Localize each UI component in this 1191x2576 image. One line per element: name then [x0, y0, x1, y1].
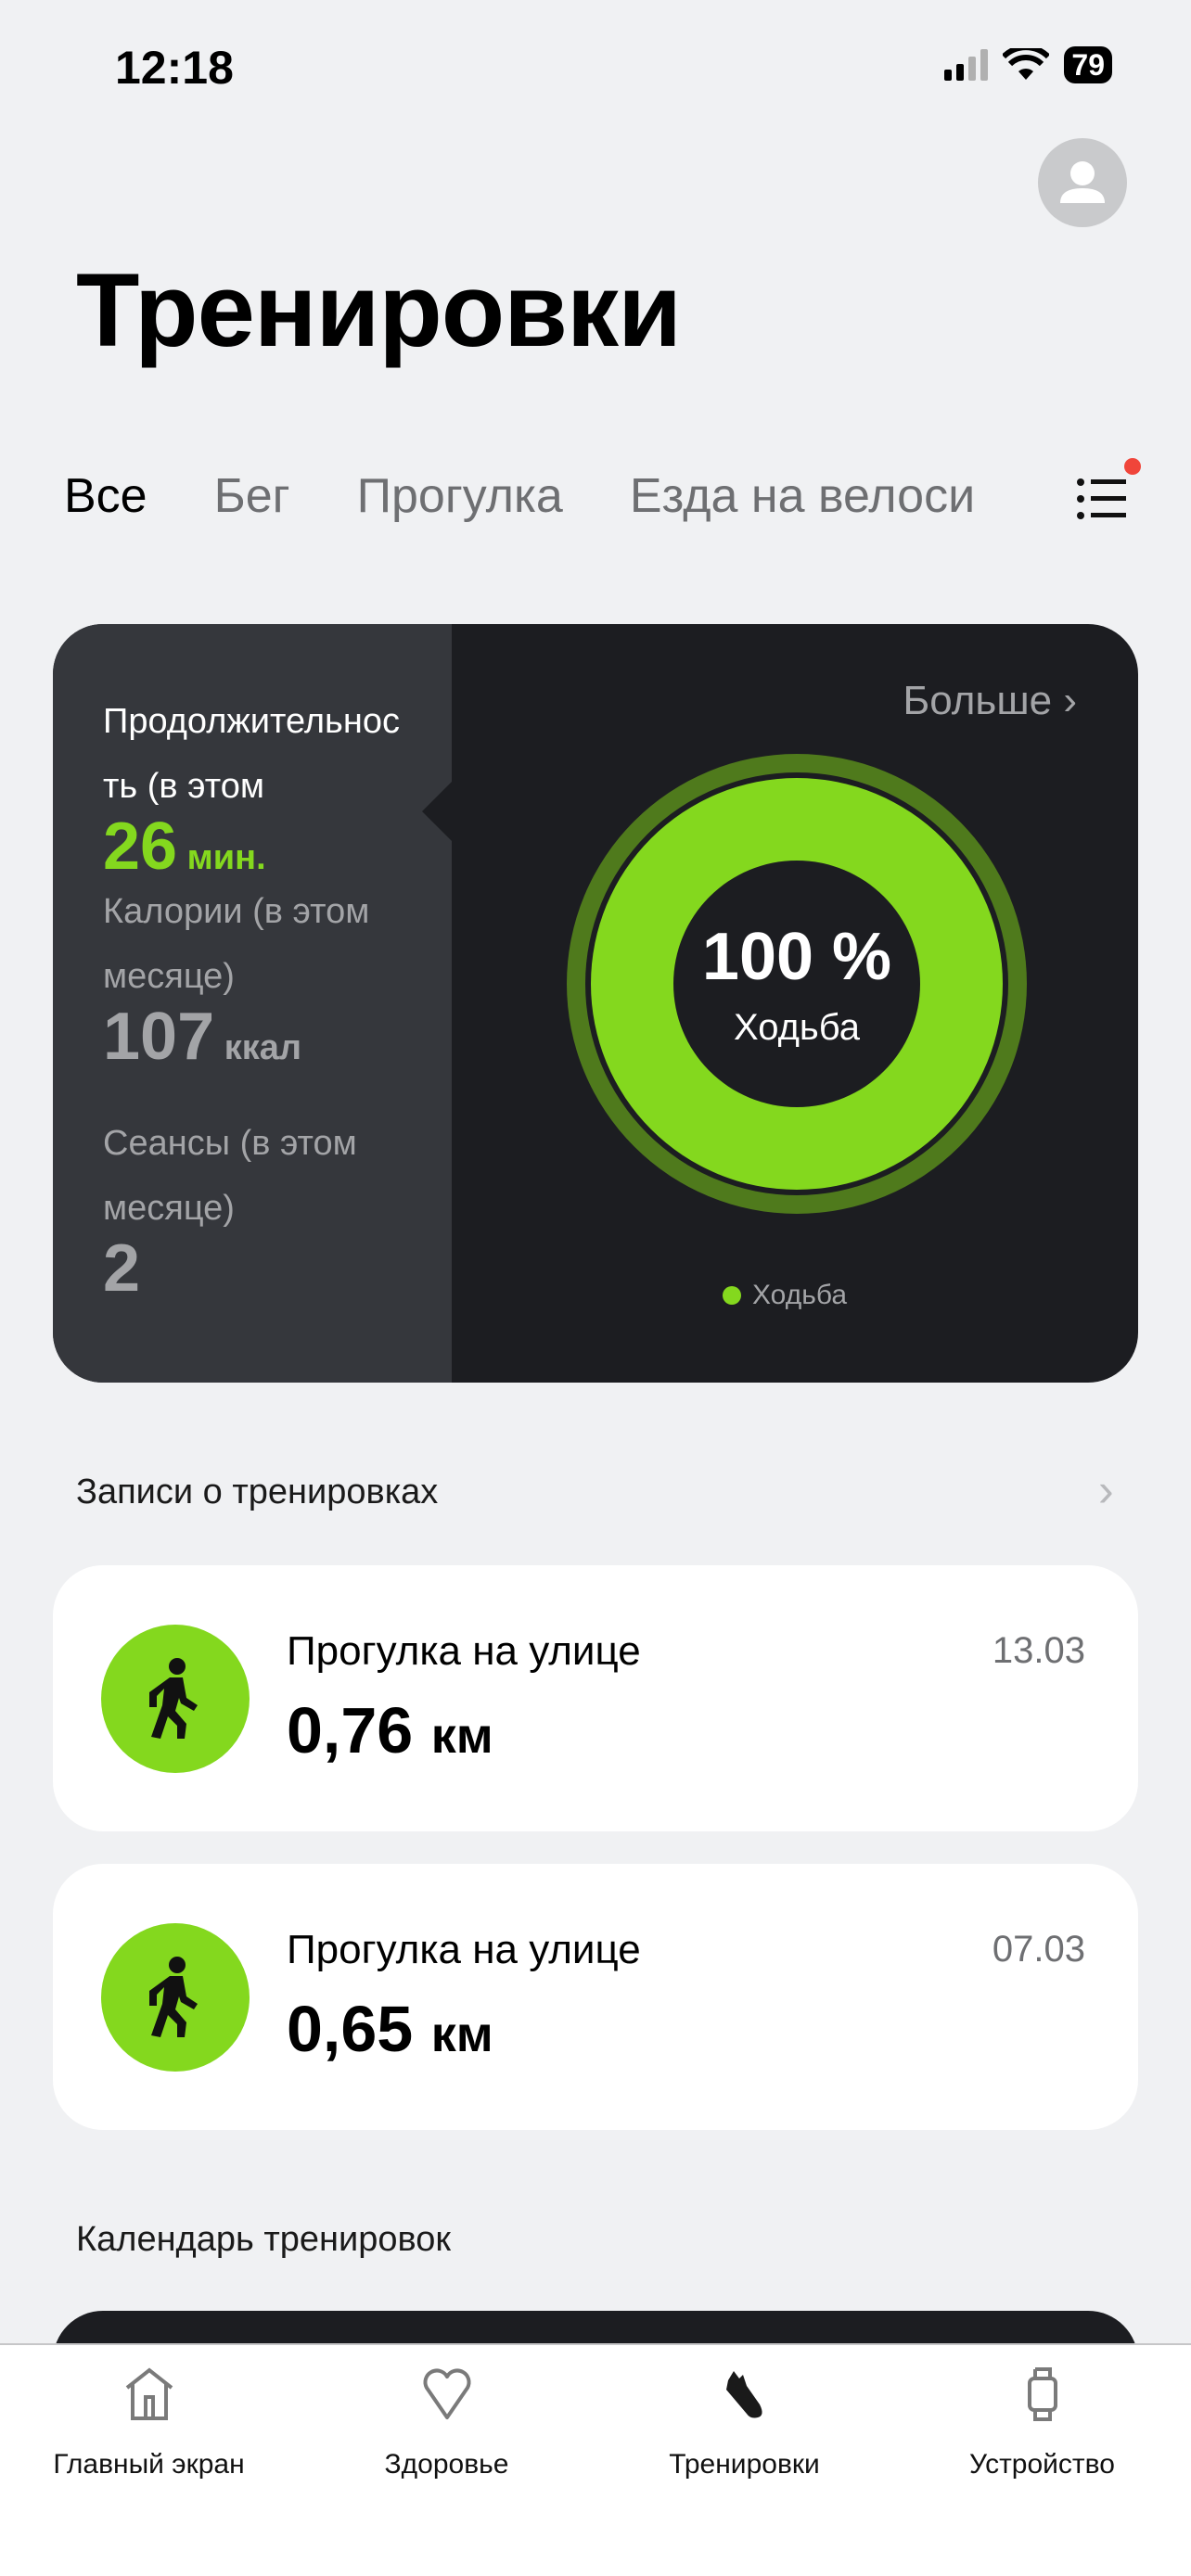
- bottom-nav: Главный экран Здоровье Тренировки Устрой…: [0, 2343, 1191, 2576]
- record-distance: 0,65 км: [287, 1993, 493, 2065]
- home-icon: [125, 2367, 173, 2420]
- chevron-right-icon: ›: [1063, 678, 1077, 723]
- activity-ring-chart: 100 % Ходьба: [567, 754, 1027, 1214]
- status-time: 12:18: [115, 42, 234, 94]
- sessions-label: Сеансы (в этом месяце): [103, 1124, 357, 1228]
- records-title: Записи о тренировках: [76, 1473, 439, 1511]
- nav-home[interactable]: Главный экран: [0, 2345, 298, 2576]
- calories-label: Калории (в этом месяце): [103, 892, 370, 996]
- ring-percent: 100 %: [702, 920, 891, 994]
- record-name: Прогулка на улице: [287, 1628, 641, 1674]
- nav-device[interactable]: Устройство: [893, 2345, 1191, 2576]
- walking-icon: [101, 1923, 250, 2072]
- tab-walking[interactable]: Прогулка: [356, 469, 563, 523]
- duration-value: 26 мин.: [103, 810, 266, 884]
- sessions-value: 2: [103, 1231, 141, 1306]
- calendar-title: Календарь тренировок: [76, 2220, 452, 2259]
- panel-pointer: [422, 782, 452, 841]
- chart-legend: Ходьба: [723, 1280, 847, 1311]
- stats-panel: Продолжительнос ть (в этом 26 мин. Калори…: [53, 624, 452, 1383]
- avatar[interactable]: [1038, 138, 1127, 227]
- wifi-icon: [1003, 48, 1050, 80]
- list-menu-icon[interactable]: [1076, 477, 1128, 521]
- workout-record[interactable]: Прогулка на улице 0,76 км 13.03: [53, 1565, 1138, 1831]
- status-icons: 79: [944, 46, 1112, 83]
- workout-record[interactable]: Прогулка на улице 0,65 км 07.03: [53, 1864, 1138, 2130]
- tab-bar: Все Бег Прогулка Езда на велоси: [64, 468, 1010, 524]
- ring-label: Ходьба: [734, 1007, 861, 1048]
- legend-dot: [723, 1286, 741, 1305]
- calories-value: 107 ккал: [103, 1000, 302, 1074]
- summary-card[interactable]: Продолжительнос ть (в этом 26 мин. Калори…: [53, 624, 1138, 1383]
- signal-icon: [944, 49, 989, 81]
- nav-health[interactable]: Здоровье: [298, 2345, 596, 2576]
- walking-icon: [101, 1625, 250, 1773]
- tab-all[interactable]: Все: [64, 469, 147, 523]
- tab-cycling[interactable]: Езда на велоси: [629, 469, 976, 523]
- page-title: Тренировки: [76, 252, 682, 368]
- nav-workouts[interactable]: Тренировки: [596, 2345, 893, 2576]
- records-chevron-icon[interactable]: ›: [1098, 1464, 1114, 1516]
- more-link[interactable]: Больше ›: [903, 678, 1077, 723]
- record-date: 13.03: [992, 1630, 1085, 1671]
- watch-icon: [1027, 2367, 1057, 2421]
- notification-dot: [1124, 458, 1141, 475]
- record-distance: 0,76 км: [287, 1694, 493, 1766]
- record-date: 07.03: [992, 1929, 1085, 1970]
- duration-label: Продолжительнос ть (в этом: [103, 702, 400, 806]
- shoe-icon: [725, 2371, 762, 2418]
- battery-indicator: 79: [1064, 46, 1112, 83]
- user-icon: [1060, 161, 1105, 203]
- heart-icon: [422, 2368, 471, 2419]
- tab-running[interactable]: Бег: [213, 469, 290, 523]
- record-name: Прогулка на улице: [287, 1927, 641, 1972]
